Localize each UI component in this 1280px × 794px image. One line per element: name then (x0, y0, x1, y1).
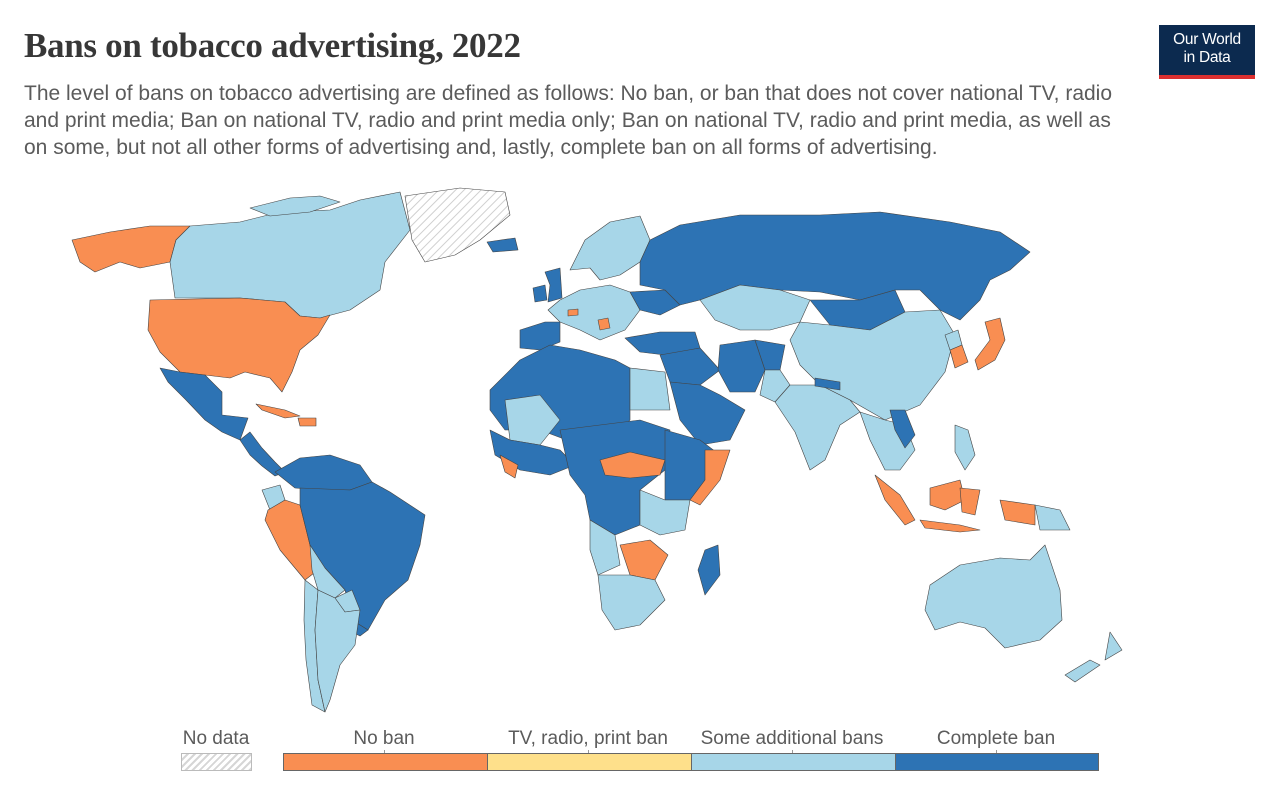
region-united-states[interactable] (147, 297, 331, 393)
region-new-zealand[interactable] (1104, 631, 1123, 661)
region-venezuela-guianas[interactable] (274, 454, 373, 491)
region-new-zealand[interactable] (1064, 659, 1101, 683)
region-south-sudan-car[interactable] (599, 451, 666, 479)
region-central-america[interactable] (239, 431, 286, 477)
region-indonesia[interactable] (959, 487, 981, 516)
region-middle-east[interactable] (659, 347, 721, 386)
region-japan[interactable] (974, 317, 1006, 371)
region-argentina[interactable] (314, 589, 361, 713)
region-cuba[interactable] (255, 403, 301, 419)
region-mali[interactable] (504, 394, 561, 446)
region-indonesia[interactable] (929, 479, 966, 511)
region-india[interactable] (774, 384, 861, 471)
region-zambia-zimbabwe[interactable] (619, 539, 669, 581)
region-sierra-leone-liberia[interactable] (499, 454, 519, 479)
region-nepal[interactable] (814, 377, 841, 391)
region-angola[interactable] (589, 519, 621, 576)
region-united-kingdom[interactable] (544, 267, 563, 303)
legend-label-no-data: No data (182, 728, 250, 749)
region-spain-portugal[interactable] (519, 321, 561, 351)
region-iceland[interactable] (486, 237, 519, 253)
legend-label-no-ban: No ban (353, 728, 415, 749)
region-laos[interactable] (889, 409, 916, 449)
region-saudi-arabia[interactable] (669, 381, 746, 446)
world-map (71, 187, 1123, 713)
legend-tick (996, 750, 997, 754)
legend-label-tv-radio-print-ban: TV, radio, print ban (508, 728, 668, 749)
region-scandinavia[interactable] (569, 215, 651, 281)
region-bosnia[interactable] (597, 317, 611, 331)
region-ireland[interactable] (532, 284, 548, 303)
region-australia[interactable] (924, 544, 1063, 649)
logo-line-1: Our World (1173, 31, 1241, 48)
legend-swatch-no-ban (283, 753, 487, 771)
region-indonesia[interactable] (874, 474, 916, 526)
owid-logo[interactable]: Our World in Data (1159, 25, 1255, 79)
region-south-korea[interactable] (949, 344, 969, 369)
legend-tick (384, 750, 385, 754)
region-hispaniola[interactable] (297, 417, 317, 427)
legend-swatch-no-data (181, 753, 252, 771)
region-tanzania[interactable] (639, 489, 691, 536)
chart-subtitle: The level of bans on tobacco advertising… (24, 82, 1113, 159)
region-papua-new-guinea[interactable] (1034, 504, 1071, 531)
legend-swatch-complete-ban (895, 753, 1099, 771)
legend-tick (792, 750, 793, 754)
region-somalia[interactable] (689, 449, 731, 506)
legend-swatch-tv-radio-print-ban (487, 753, 691, 771)
region-mexico[interactable] (159, 367, 249, 441)
legend: No data No ban TV, radio, print ban Some… (0, 720, 1280, 780)
logo-line-2: in Data (1183, 49, 1231, 66)
legend-swatch-some-additional-bans (691, 753, 895, 771)
region-egypt[interactable] (629, 367, 671, 411)
region-southern-africa[interactable] (597, 574, 666, 631)
region-indonesia[interactable] (919, 519, 981, 533)
region-china[interactable] (789, 309, 956, 421)
region-indonesia[interactable] (999, 499, 1036, 526)
legend-label-some-additional-bans: Some additional bans (700, 728, 884, 749)
legend-tick (588, 750, 589, 754)
chart-title: Bans on tobacco advertising, 2022 (24, 26, 521, 65)
region-ukraine[interactable] (629, 289, 681, 316)
region-philippines[interactable] (954, 424, 976, 471)
legend-label-complete-ban: Complete ban (936, 728, 1056, 749)
region-switzerland[interactable] (567, 308, 579, 317)
region-greenland[interactable] (404, 187, 511, 263)
region-madagascar[interactable] (697, 544, 721, 596)
region-canada[interactable] (249, 195, 341, 217)
